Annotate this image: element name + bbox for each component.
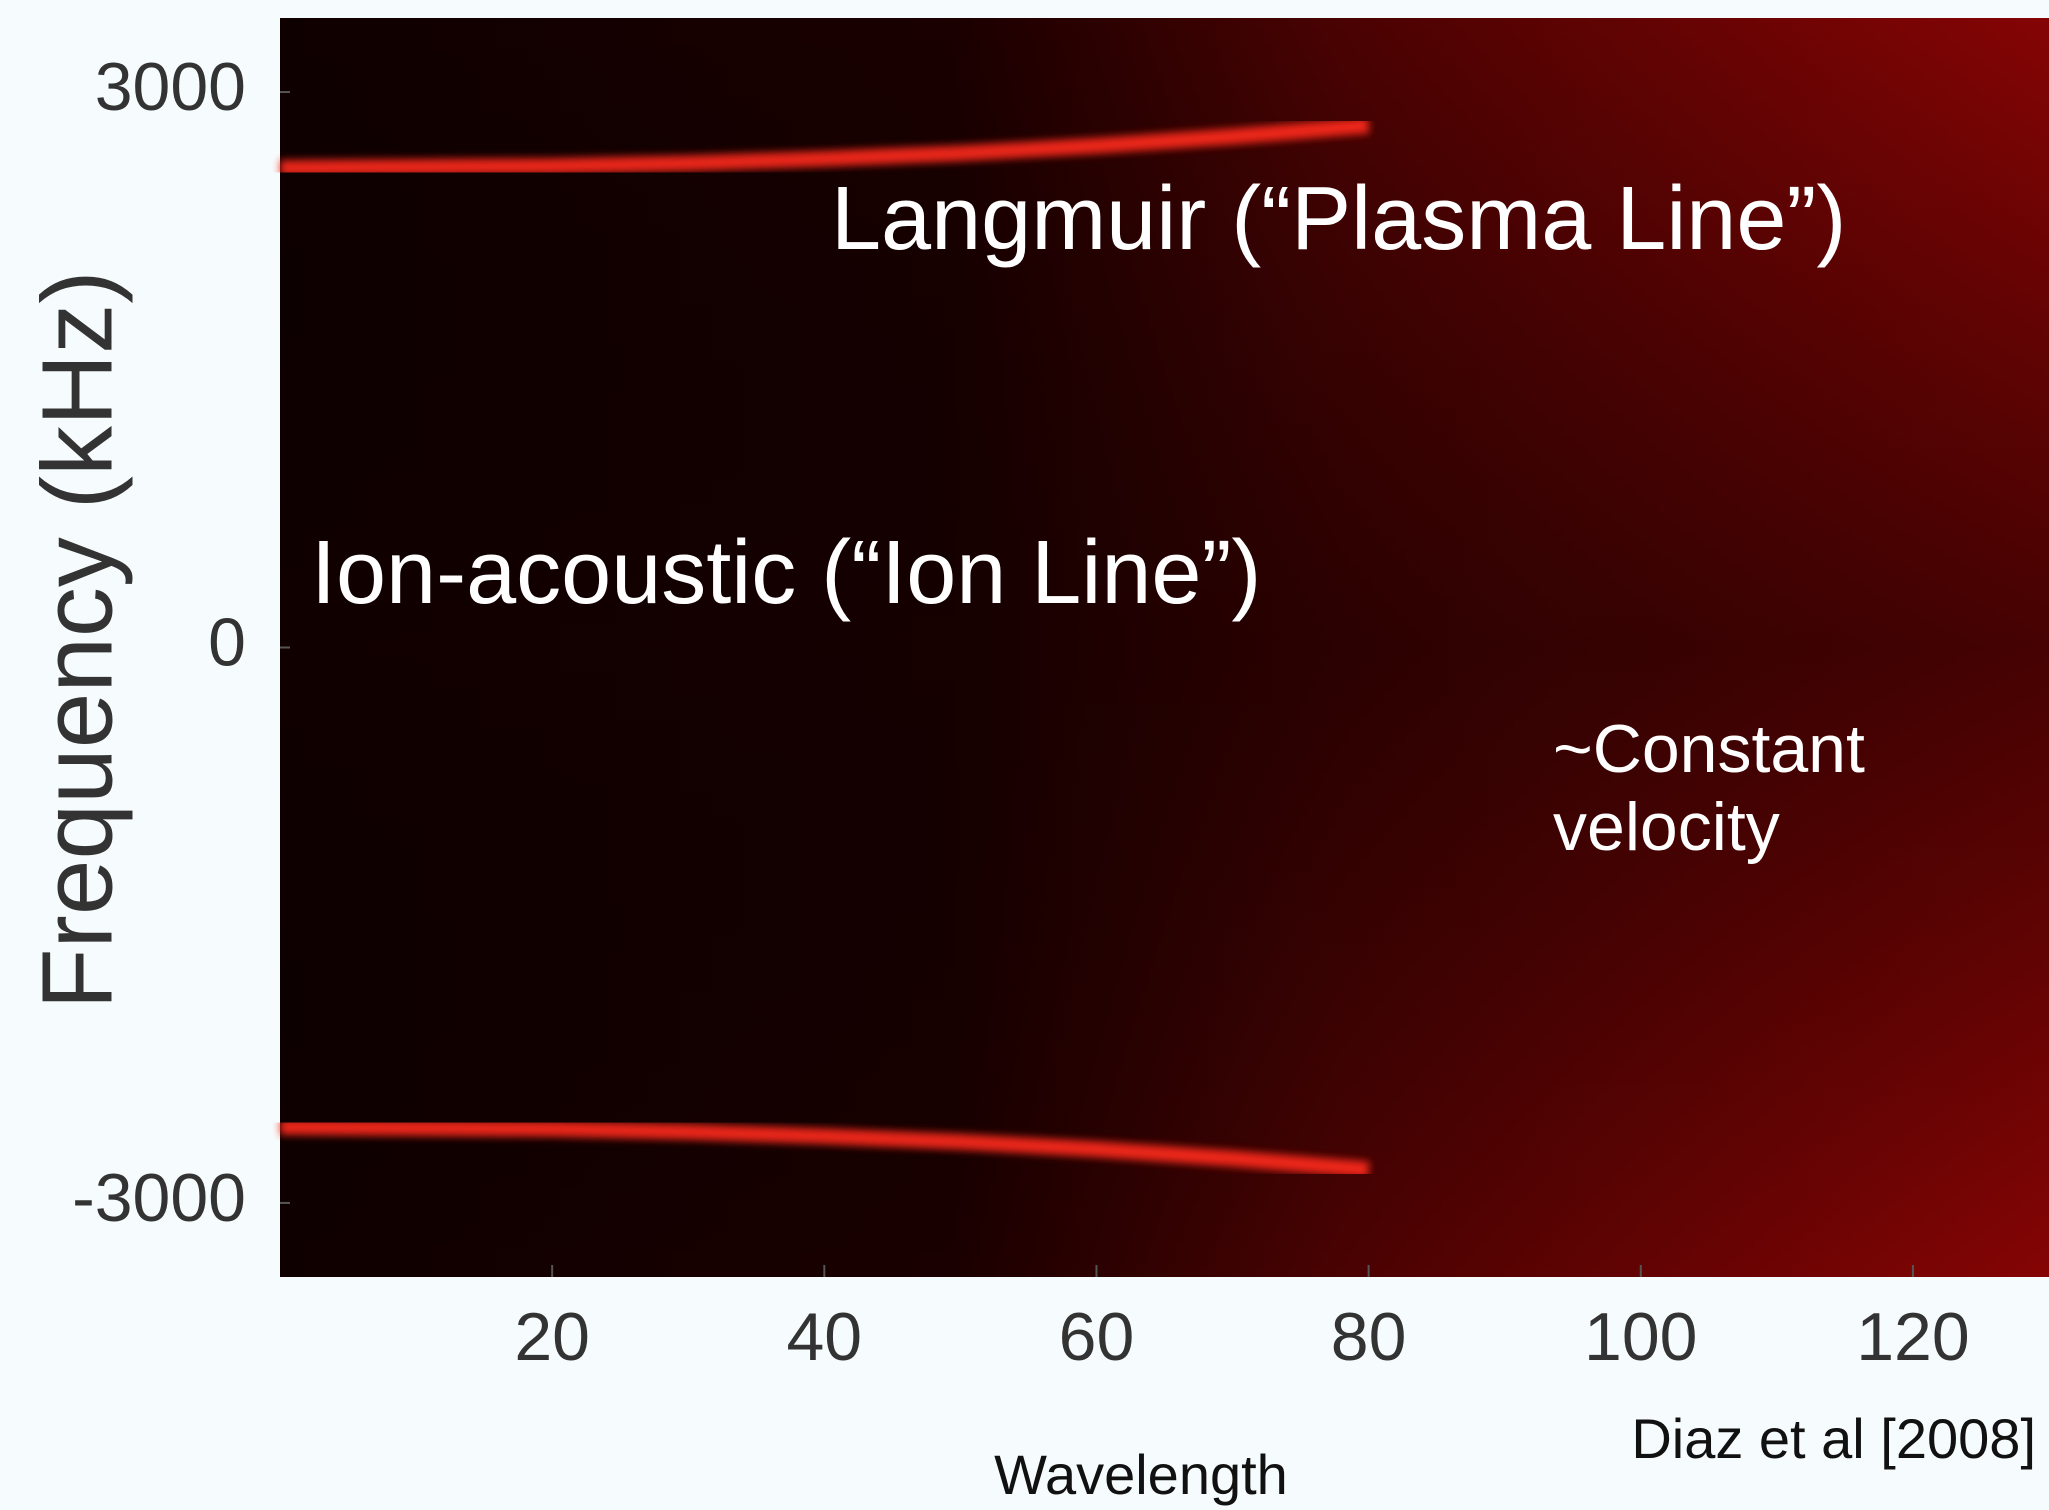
x-tick-label: 120	[1856, 1299, 1969, 1375]
annotation: Ion-acoustic (“Ion Line”)	[311, 523, 1261, 623]
annotation: ~Constant	[1553, 711, 1865, 787]
x-tick-label: 80	[1331, 1299, 1407, 1375]
annotation: velocity	[1553, 789, 1780, 865]
y-tick-label: 3000	[95, 49, 246, 125]
y-tick-label: -3000	[72, 1160, 246, 1236]
x-tick-label: 100	[1584, 1299, 1697, 1375]
annotation: Langmuir (“Plasma Line”)	[831, 169, 1846, 269]
source-note: Diaz et al [2008]	[1631, 1407, 2036, 1470]
x-tick-label: 20	[514, 1299, 590, 1375]
x-tick-label: 40	[786, 1299, 862, 1375]
y-axis-label: Frequency (kHz)	[21, 270, 133, 1009]
y-tick-label: 0	[208, 604, 246, 680]
chart: Frequency (kHz) Wavelength Diaz et al [2…	[0, 0, 2049, 1510]
page: Frequency (kHz) Wavelength Diaz et al [2…	[0, 0, 2049, 1510]
x-axis-label: Wavelength	[994, 1443, 1288, 1506]
x-tick-label: 60	[1059, 1299, 1135, 1375]
